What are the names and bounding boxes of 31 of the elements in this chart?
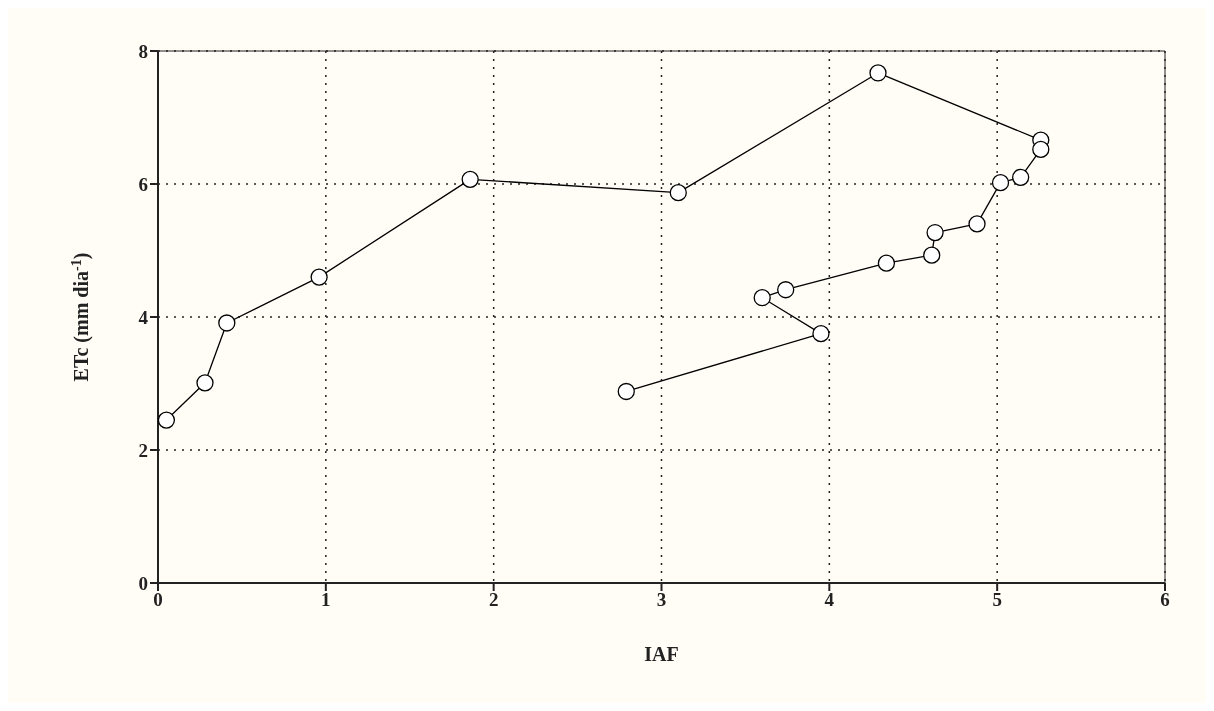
y-tick-label: 0 bbox=[138, 572, 148, 594]
point bbox=[991, 174, 1010, 192]
x-tick-label: 3 bbox=[656, 589, 667, 611]
x-tick-label: 5 bbox=[992, 589, 1002, 611]
point bbox=[753, 289, 771, 307]
point bbox=[669, 184, 687, 202]
point bbox=[218, 314, 236, 332]
x-tick-label: 2 bbox=[488, 589, 499, 611]
point bbox=[196, 374, 214, 392]
point bbox=[310, 268, 328, 286]
point bbox=[158, 411, 176, 429]
y-tick-label: 4 bbox=[138, 306, 149, 328]
point bbox=[923, 246, 941, 264]
point bbox=[617, 382, 635, 401]
point bbox=[1012, 168, 1030, 186]
point bbox=[926, 223, 944, 242]
point bbox=[777, 281, 795, 299]
x-tick-label: 4 bbox=[824, 589, 835, 611]
point bbox=[968, 215, 986, 233]
y-tick-label: 2 bbox=[138, 439, 148, 461]
x-axis-title: IAF bbox=[644, 643, 679, 665]
y-tick-label: 8 bbox=[138, 40, 148, 62]
point bbox=[812, 324, 830, 343]
point bbox=[461, 170, 479, 188]
point bbox=[1032, 140, 1050, 159]
y-tick-label: 6 bbox=[138, 173, 148, 195]
point bbox=[869, 64, 887, 82]
point bbox=[877, 254, 896, 272]
x-tick-label: 6 bbox=[1160, 589, 1170, 611]
x-tick-label: 0 bbox=[153, 589, 163, 611]
x-tick-label: 1 bbox=[321, 589, 331, 611]
